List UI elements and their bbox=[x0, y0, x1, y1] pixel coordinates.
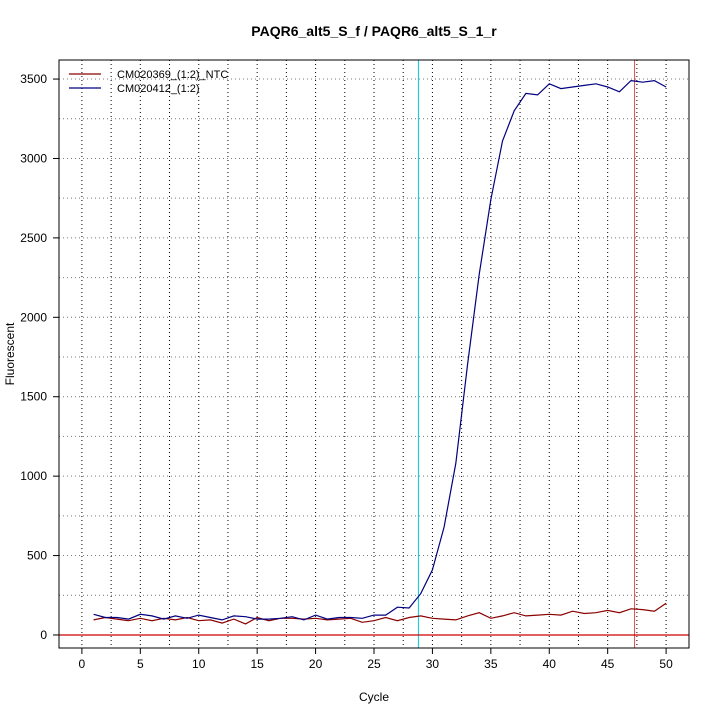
y-axis: 0 500 1000 1500 2000 2500 3000 3500 bbox=[20, 72, 59, 642]
y-tick-label: 1000 bbox=[20, 469, 47, 483]
series-line-1 bbox=[93, 602, 667, 625]
x-tick-label: 5 bbox=[137, 657, 144, 671]
series-lines bbox=[93, 79, 667, 625]
y-tick-label: 1500 bbox=[20, 390, 47, 404]
y-tick-label: 2500 bbox=[20, 231, 47, 245]
x-tick-label: 15 bbox=[250, 657, 264, 671]
chart-title: PAQR6_alt5_S_f / PAQR6_alt5_S_1_r bbox=[251, 23, 497, 39]
legend: CM020369_(1:2)_NTC CM020412_(1:2) bbox=[69, 69, 228, 95]
x-tick-label: 0 bbox=[79, 657, 86, 671]
y-tick-label: 0 bbox=[40, 628, 47, 642]
x-tick-label: 35 bbox=[484, 657, 498, 671]
series-line-2 bbox=[93, 79, 667, 621]
x-tick-label: 50 bbox=[659, 657, 673, 671]
y-tick-label: 2000 bbox=[20, 310, 47, 324]
reference-lines bbox=[59, 60, 689, 648]
x-tick-label: 30 bbox=[426, 657, 440, 671]
y-tick-label: 500 bbox=[27, 549, 47, 563]
x-tick-label: 40 bbox=[543, 657, 557, 671]
x-tick-label: 25 bbox=[367, 657, 381, 671]
grid bbox=[59, 60, 689, 648]
x-tick-label: 20 bbox=[309, 657, 323, 671]
legend-label: CM020369_(1:2)_NTC bbox=[117, 69, 228, 81]
x-axis-label: Cycle bbox=[359, 690, 389, 704]
y-tick-label: 3000 bbox=[20, 151, 47, 165]
y-axis-label: Fluorescent bbox=[3, 322, 17, 385]
legend-label: CM020412_(1:2) bbox=[117, 83, 200, 95]
x-tick-label: 45 bbox=[601, 657, 615, 671]
x-axis: 0 5 10 15 20 25 30 35 40 45 50 bbox=[79, 648, 673, 671]
y-tick-label: 3500 bbox=[20, 72, 47, 86]
x-tick-label: 10 bbox=[192, 657, 206, 671]
